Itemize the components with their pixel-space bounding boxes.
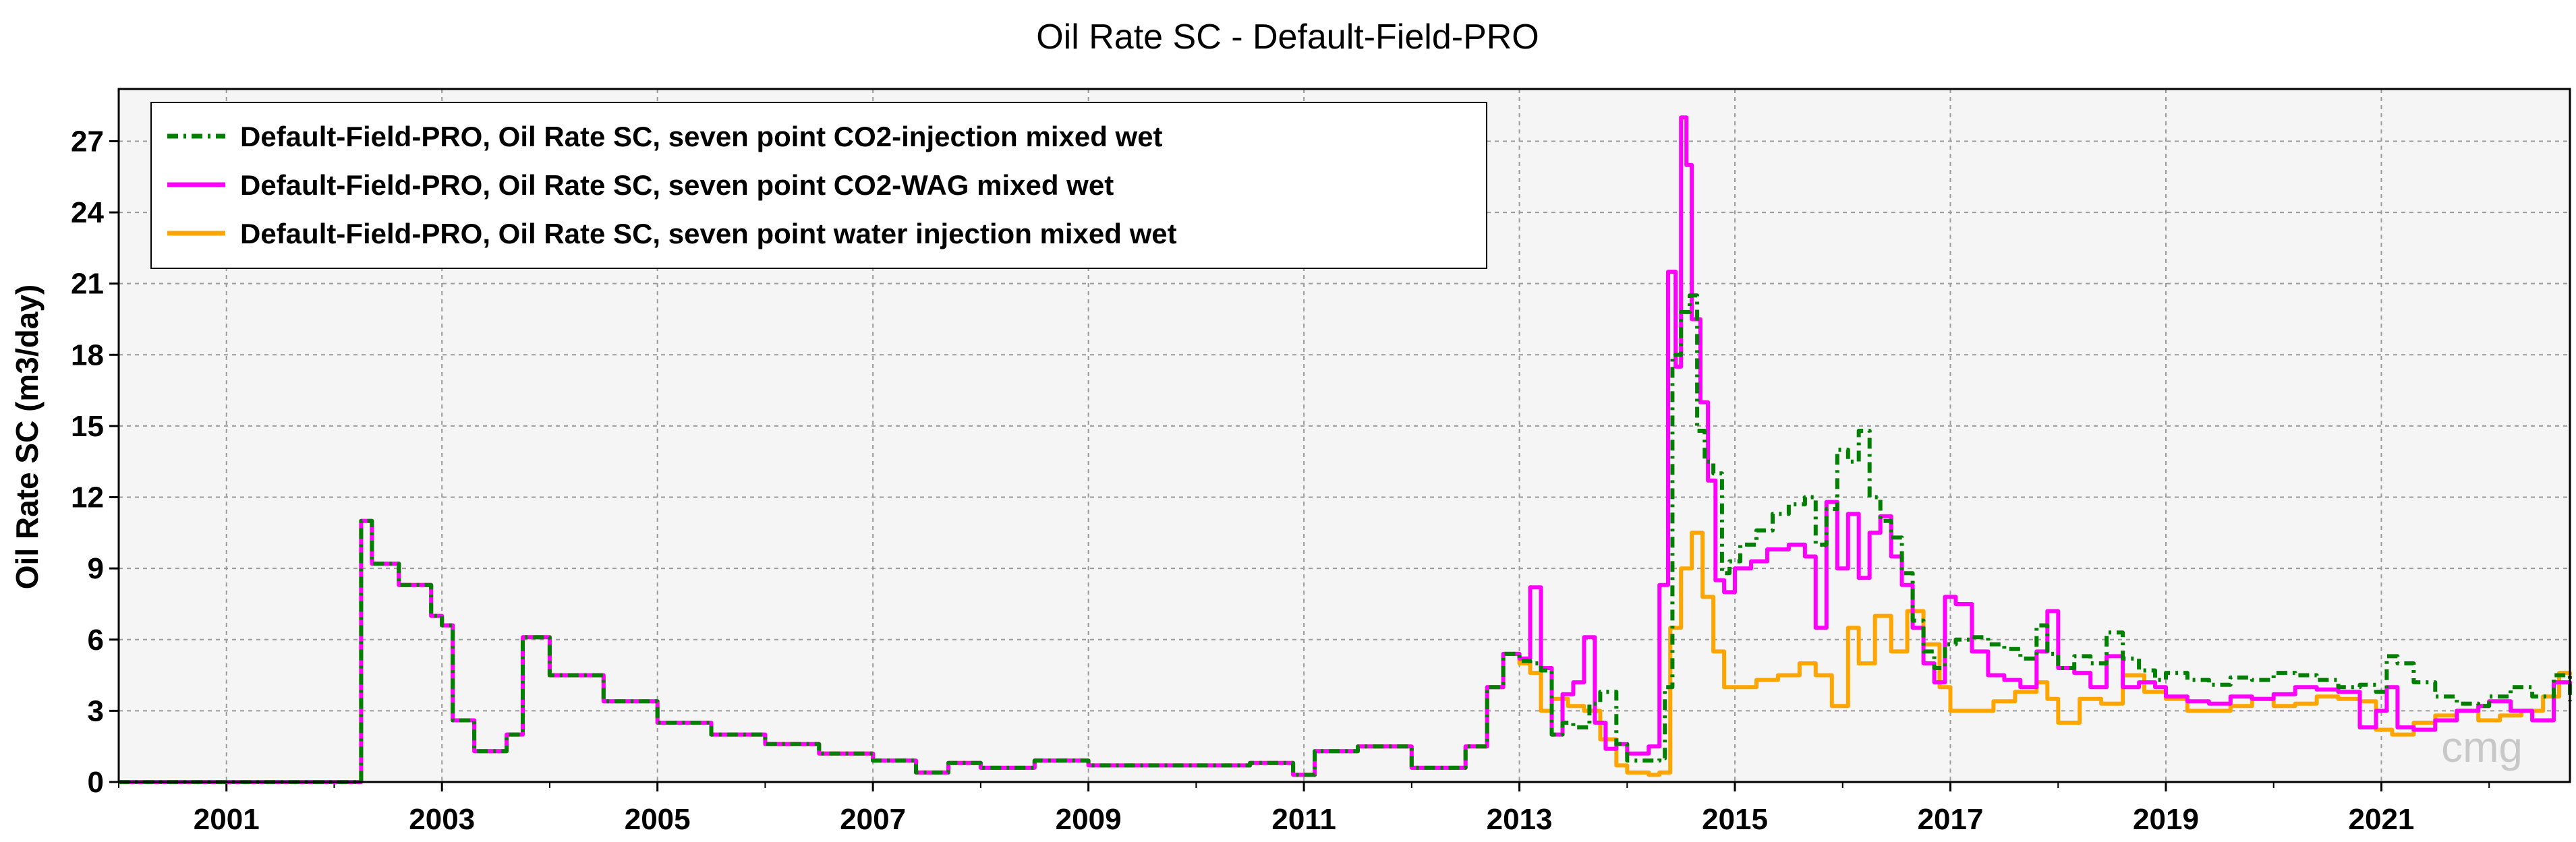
x-tick-label: 2009 bbox=[1056, 803, 1122, 836]
y-tick-label: 6 bbox=[88, 624, 104, 657]
y-tick-label: 3 bbox=[88, 694, 104, 727]
legend-entry-1: Default-Field-PRO, Oil Rate SC, seven po… bbox=[240, 169, 1114, 201]
y-tick-label: 24 bbox=[71, 196, 104, 229]
x-tick-label: 2011 bbox=[1271, 803, 1336, 836]
y-tick-label: 12 bbox=[71, 481, 104, 514]
watermark-logo: cmg bbox=[2441, 723, 2523, 771]
x-tick-label: 2003 bbox=[409, 803, 475, 836]
y-tick-label: 27 bbox=[71, 125, 104, 158]
y-axis-label: Oil Rate SC (m3/day) bbox=[9, 284, 45, 589]
legend-box bbox=[150, 102, 1487, 269]
chart-title: Oil Rate SC - Default-Field-PRO bbox=[1036, 18, 1539, 57]
y-tick-label: 0 bbox=[88, 766, 104, 799]
legend-entry-0: Default-Field-PRO, Oil Rate SC, seven po… bbox=[240, 121, 1163, 152]
x-tick-label: 2021 bbox=[2349, 803, 2415, 836]
x-tick-label: 2015 bbox=[1702, 803, 1768, 836]
y-tick-label: 21 bbox=[71, 268, 104, 301]
x-tick-label: 2013 bbox=[1487, 803, 1553, 836]
x-tick-label: 2005 bbox=[625, 803, 691, 836]
x-tick-label: 2019 bbox=[2133, 803, 2199, 836]
x-tick-label: 2017 bbox=[1918, 803, 1984, 836]
x-tick-label: 2007 bbox=[840, 803, 906, 836]
y-tick-label: 15 bbox=[71, 410, 104, 443]
y-tick-label: 9 bbox=[88, 552, 104, 585]
plot-frame bbox=[117, 88, 2571, 783]
y-tick-label: 18 bbox=[71, 338, 104, 371]
plot-area: 0 3 6 9 12 15 18 21 24 27 2001 2003 2005 2007 2009 2011… bbox=[71, 88, 2572, 836]
series-line-0 bbox=[119, 293, 2572, 784]
legend-entry-2: Default-Field-PRO, Oil Rate SC, seven po… bbox=[240, 218, 1177, 249]
x-tick-label: 2001 bbox=[194, 803, 260, 836]
